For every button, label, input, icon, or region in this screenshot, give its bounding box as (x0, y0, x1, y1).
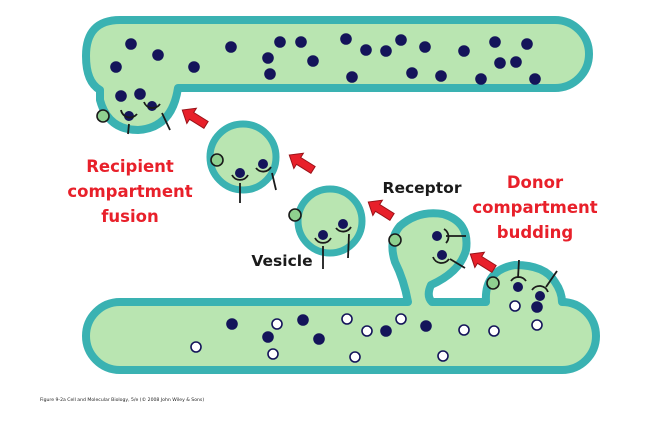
arrow-icon (181, 107, 209, 129)
recipient-cargo (110, 33, 541, 102)
recipient-label-line3: fusion (101, 207, 158, 226)
recipient-receptors (96, 101, 171, 135)
receptor-label: Receptor (383, 179, 462, 197)
arrow-icon (288, 152, 316, 174)
donor-label-line2: compartment (472, 198, 597, 217)
donor-cargo (190, 300, 543, 363)
early-bud-receptors (486, 259, 558, 301)
vesicle-fusing (206, 120, 280, 203)
figure-caption: Figure 9-2a Cell and Molecular Biology, … (40, 398, 205, 403)
arrow-icon (367, 199, 395, 221)
receptor-head-icon (96, 109, 110, 123)
transport-arrows (181, 107, 497, 273)
vesicle-free (288, 185, 366, 269)
budding-vesicle-receptors (388, 228, 466, 269)
recipient-label-line1: Recipient (86, 157, 174, 176)
receptor-head-icon (288, 208, 302, 222)
receptor-head-icon (210, 153, 224, 167)
receptor-head-icon (486, 276, 500, 290)
donor-label-line3: budding (497, 223, 573, 242)
recipient-label-line2: compartment (67, 182, 192, 201)
recipient-compartment (82, 16, 593, 135)
labels: Recipient compartment fusion Donor compa… (67, 157, 597, 270)
donor-compartment (82, 209, 600, 374)
vesicle-label: Vesicle (251, 252, 312, 270)
donor-label-line1: Donor (507, 173, 564, 192)
receptor-head-icon (388, 233, 402, 247)
arrow-icon (469, 251, 497, 273)
